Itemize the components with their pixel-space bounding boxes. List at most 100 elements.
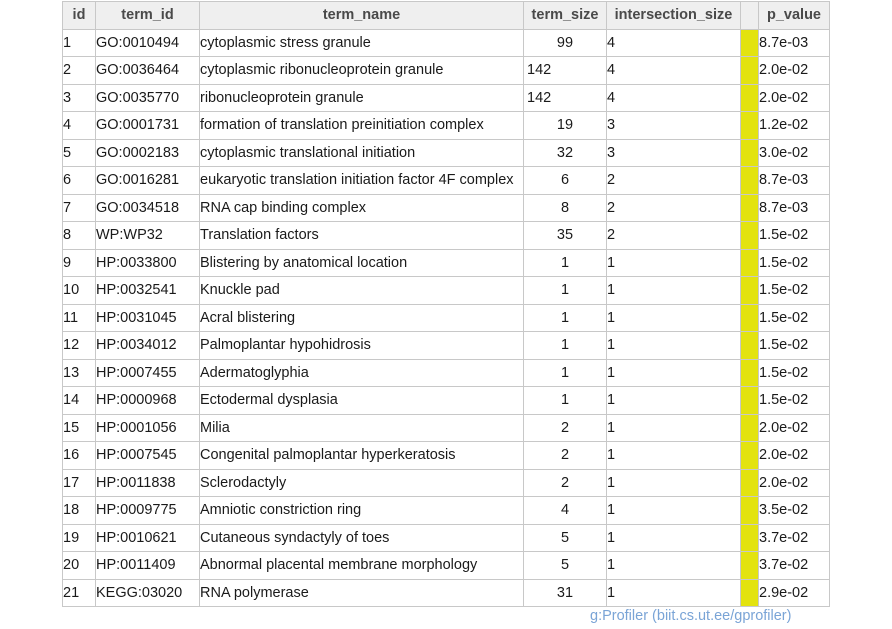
- cell-intersection-size: 3: [606, 138, 741, 167]
- cell-term-size: 19: [523, 111, 607, 140]
- cell-intersection-size: 1: [606, 276, 741, 305]
- cell-intersection-size: 4: [606, 56, 741, 85]
- cell-id: 7: [62, 193, 96, 222]
- cell-term-size: 1: [523, 386, 607, 415]
- cell-id: 10: [62, 276, 96, 305]
- cell-intersection-size: 1: [606, 551, 741, 580]
- table-row: 11 HP:0031045 Acral blistering 1 1 1.5e-02: [62, 303, 830, 332]
- cell-term-name: Adermatoglyphia: [199, 358, 524, 387]
- cell-id: 15: [62, 413, 96, 442]
- cell-p-value: 1.2e-02: [758, 111, 830, 140]
- header-term-name: term_name: [199, 1, 524, 30]
- cell-id: 16: [62, 441, 96, 470]
- cell-term-id: HP:0031045: [95, 303, 200, 332]
- cell-term-size: 5: [523, 551, 607, 580]
- cell-term-size: 2: [523, 413, 607, 442]
- cell-term-name: Ectodermal dysplasia: [199, 386, 524, 415]
- cell-term-name: RNA cap binding complex: [199, 193, 524, 222]
- gprofiler-credit[interactable]: g:Profiler (biit.cs.ut.ee/gprofiler): [590, 608, 792, 624]
- cell-id: 21: [62, 578, 96, 607]
- cell-p-value: 3.0e-02: [758, 138, 830, 167]
- cell-id: 18: [62, 496, 96, 525]
- cell-term-id: GO:0034518: [95, 193, 200, 222]
- header-p-value: p_value: [758, 1, 830, 30]
- cell-intersection-size: 1: [606, 413, 741, 442]
- cell-p-value: 3.5e-02: [758, 496, 830, 525]
- table-row: 13 HP:0007455 Adermatoglyphia 1 1 1.5e-02: [62, 358, 830, 387]
- header-id: id: [62, 1, 96, 30]
- cell-term-size: 32: [523, 138, 607, 167]
- cell-term-name: cytoplasmic ribonucleoprotein granule: [199, 56, 524, 85]
- table-row: 2 GO:0036464 cytoplasmic ribonucleoprotein…: [62, 56, 830, 85]
- cell-p-value: 3.7e-02: [758, 551, 830, 580]
- cell-p-value: 1.5e-02: [758, 331, 830, 360]
- table-body: 1 GO:0010494 cytoplasmic stress granule 99 4…: [62, 28, 830, 607]
- cell-intersection-size: 2: [606, 193, 741, 222]
- cell-id: 5: [62, 138, 96, 167]
- cell-term-name: Blistering by anatomical location: [199, 248, 524, 277]
- cell-intersection-size: 2: [606, 166, 741, 195]
- cell-p-value: 1.5e-02: [758, 248, 830, 277]
- cell-term-name: RNA polymerase: [199, 578, 524, 607]
- cell-color-bar: [740, 248, 759, 277]
- table-row: 1 GO:0010494 cytoplasmic stress granule 99 4…: [62, 28, 830, 57]
- cell-term-size: 8: [523, 193, 607, 222]
- cell-id: 19: [62, 523, 96, 552]
- cell-p-value: 2.9e-02: [758, 578, 830, 607]
- cell-p-value: 8.7e-03: [758, 166, 830, 195]
- cell-intersection-size: 1: [606, 578, 741, 607]
- cell-term-name: formation of translation preinitiation c…: [199, 111, 524, 140]
- cell-term-size: 6: [523, 166, 607, 195]
- table-row: 3 GO:0035770 ribonucleoprotein granule 142 4…: [62, 83, 830, 112]
- cell-term-name: eukaryotic translation initiation factor…: [199, 166, 524, 195]
- cell-term-size: 2: [523, 468, 607, 497]
- header-color-bar: [740, 1, 759, 30]
- cell-color-bar: [740, 523, 759, 552]
- cell-id: 3: [62, 83, 96, 112]
- cell-intersection-size: 3: [606, 111, 741, 140]
- cell-intersection-size: 1: [606, 496, 741, 525]
- cell-color-bar: [740, 441, 759, 470]
- cell-id: 13: [62, 358, 96, 387]
- header-term-size: term_size: [523, 1, 607, 30]
- cell-color-bar: [740, 413, 759, 442]
- table-row: 7 GO:0034518 RNA cap binding complex 8 2 8.7e…: [62, 193, 830, 222]
- cell-color-bar: [740, 276, 759, 305]
- cell-id: 11: [62, 303, 96, 332]
- table-row: 21 KEGG:03020 RNA polymerase 31 1 2.9e-02: [62, 578, 830, 607]
- cell-term-name: Knuckle pad: [199, 276, 524, 305]
- header-term-id: term_id: [95, 1, 200, 30]
- cell-term-id: HP:0001056: [95, 413, 200, 442]
- cell-term-name: Milia: [199, 413, 524, 442]
- cell-color-bar: [740, 578, 759, 607]
- cell-intersection-size: 1: [606, 303, 741, 332]
- cell-p-value: 3.7e-02: [758, 523, 830, 552]
- cell-id: 4: [62, 111, 96, 140]
- cell-id: 1: [62, 28, 96, 57]
- cell-term-id: HP:0010621: [95, 523, 200, 552]
- cell-color-bar: [740, 386, 759, 415]
- cell-term-size: 1: [523, 303, 607, 332]
- cell-intersection-size: 1: [606, 358, 741, 387]
- cell-term-size: 1: [523, 276, 607, 305]
- cell-p-value: 1.5e-02: [758, 386, 830, 415]
- cell-term-size: 35: [523, 221, 607, 250]
- cell-term-size: 1: [523, 331, 607, 360]
- cell-term-id: HP:0033800: [95, 248, 200, 277]
- cell-p-value: 2.0e-02: [758, 468, 830, 497]
- table-row: 6 GO:0016281 eukaryotic translation initia…: [62, 166, 830, 195]
- cell-term-size: 99: [523, 28, 607, 57]
- cell-term-id: HP:0011838: [95, 468, 200, 497]
- cell-color-bar: [740, 56, 759, 85]
- cell-term-id: WP:WP32: [95, 221, 200, 250]
- cell-term-id: HP:0007455: [95, 358, 200, 387]
- cell-intersection-size: 1: [606, 441, 741, 470]
- cell-term-id: GO:0036464: [95, 56, 200, 85]
- cell-term-size: 4: [523, 496, 607, 525]
- cell-term-size: 5: [523, 523, 607, 552]
- cell-id: 14: [62, 386, 96, 415]
- table-row: 20 HP:0011409 Abnormal placental membrane …: [62, 551, 830, 580]
- table-row: 14 HP:0000968 Ectodermal dysplasia 1 1 1.5e-0…: [62, 386, 830, 415]
- cell-p-value: 1.5e-02: [758, 358, 830, 387]
- cell-color-bar: [740, 111, 759, 140]
